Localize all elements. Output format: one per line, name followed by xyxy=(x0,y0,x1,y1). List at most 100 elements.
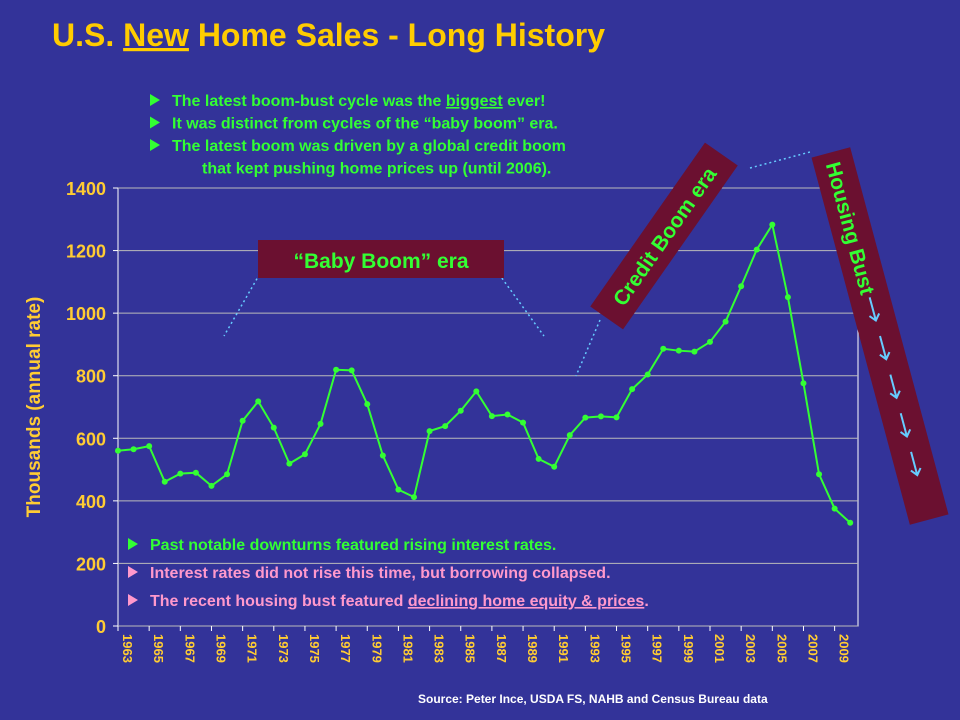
note-part: The latest boom was driven by a global c… xyxy=(172,138,566,155)
data-point xyxy=(535,455,542,462)
data-point xyxy=(301,451,308,458)
data-point xyxy=(255,398,262,405)
connector xyxy=(749,151,811,169)
note-part: The latest boom-bust cycle was the xyxy=(172,93,446,110)
data-point xyxy=(629,386,636,393)
data-point xyxy=(270,424,277,431)
x-tick-label: 1963 xyxy=(120,634,135,663)
data-point xyxy=(504,411,511,418)
note: Interest rates did not rise this time, b… xyxy=(150,565,611,582)
bullet xyxy=(150,139,160,151)
data-point xyxy=(707,338,713,345)
data-point xyxy=(769,221,776,228)
x-tick-label: 1999 xyxy=(681,634,696,663)
chart-title: U.S. New Home Sales - Long History xyxy=(52,17,605,53)
data-point xyxy=(738,283,745,290)
data-point xyxy=(208,482,215,489)
note-part: ever! xyxy=(503,93,546,110)
x-tick-label: 2001 xyxy=(712,634,727,663)
data-point xyxy=(317,420,324,427)
label-box xyxy=(258,240,504,278)
data-point xyxy=(582,414,589,421)
note: Past notable downturns featured rising i… xyxy=(150,537,556,554)
data-point xyxy=(115,447,121,454)
y-tick-label: 800 xyxy=(76,367,106,387)
y-tick-label: 400 xyxy=(76,492,106,512)
note-part: . xyxy=(644,593,648,610)
note-part: declining home equity & prices xyxy=(408,593,645,610)
data-point xyxy=(691,348,698,355)
data-point xyxy=(831,505,838,512)
note: The latest boom was driven by a global c… xyxy=(172,138,566,155)
data-point xyxy=(613,414,620,421)
data-point xyxy=(566,432,573,439)
data-point xyxy=(192,469,199,476)
data-point xyxy=(660,345,667,352)
data-point xyxy=(395,486,402,493)
data-point xyxy=(551,463,558,470)
x-tick-label: 1979 xyxy=(369,634,384,663)
data-point xyxy=(224,471,231,478)
note: The latest boom-bust cycle was the bigge… xyxy=(172,93,545,110)
source: Source: Peter Ince, USDA FS, NAHB and Ce… xyxy=(418,692,768,706)
data-point xyxy=(333,366,340,373)
note-part: Interest rates did not rise this time, b… xyxy=(150,565,611,582)
data-point xyxy=(800,380,807,387)
data-point xyxy=(675,347,682,354)
data-point xyxy=(146,443,153,450)
data-point xyxy=(130,446,137,453)
y-tick-label: 1400 xyxy=(66,179,106,199)
x-tick-label: 1993 xyxy=(587,634,602,663)
note-part: biggest xyxy=(446,93,504,110)
data-point xyxy=(442,423,449,430)
note-part: Past notable downturns featured rising i… xyxy=(150,537,556,554)
x-tick-label: 1987 xyxy=(494,634,509,663)
data-point xyxy=(597,413,604,420)
x-tick-label: 1973 xyxy=(276,634,291,663)
era-label: “Baby Boom” era xyxy=(293,250,468,273)
label-box xyxy=(590,142,738,330)
connector xyxy=(495,269,545,337)
note: that kept pushing home prices up (until … xyxy=(202,161,551,178)
y-tick-label: 0 xyxy=(96,617,106,637)
note-part: It was distinct from cycles of the “baby… xyxy=(172,116,558,133)
data-point xyxy=(348,367,355,374)
data-point xyxy=(473,388,480,395)
title-part: Home Sales - Long History xyxy=(189,17,605,53)
x-tick-label: 2003 xyxy=(743,634,758,663)
data-point xyxy=(286,460,293,467)
data-point xyxy=(411,494,417,501)
data-point xyxy=(722,318,729,325)
x-tick-label: 2007 xyxy=(805,634,820,663)
y-axis-label: Thousands (annual rate) xyxy=(24,297,45,518)
data-point xyxy=(847,519,854,526)
y-tick-label: 1200 xyxy=(66,242,106,262)
bullet xyxy=(128,538,138,550)
x-tick-label: 1977 xyxy=(338,634,353,663)
data-point xyxy=(379,452,386,459)
housing-bust-box: Housing Bust xyxy=(811,147,949,525)
data-point xyxy=(177,470,184,477)
y-tick-label: 1000 xyxy=(66,304,106,324)
note: It was distinct from cycles of the “baby… xyxy=(172,116,558,133)
title-part: New xyxy=(123,17,189,53)
data-point xyxy=(426,428,433,435)
note-part: The recent housing bust featured xyxy=(150,593,408,610)
data-point xyxy=(816,471,823,478)
data-point xyxy=(364,401,371,408)
data-point xyxy=(488,413,495,420)
data-point xyxy=(457,407,464,414)
x-tick-label: 1997 xyxy=(650,634,665,663)
x-tick-label: 1975 xyxy=(307,634,322,663)
bullet xyxy=(128,566,138,578)
note-part: that kept pushing home prices up (until … xyxy=(202,161,551,178)
x-tick-label: 1981 xyxy=(400,634,415,663)
x-tick-label: 1965 xyxy=(151,634,166,663)
x-tick-label: 1969 xyxy=(213,634,228,663)
x-tick-label: 1967 xyxy=(182,634,197,663)
x-tick-label: 1991 xyxy=(556,634,571,663)
bullet xyxy=(150,116,160,129)
baby-boom-box: “Baby Boom” era xyxy=(258,240,504,278)
data-point xyxy=(784,294,791,301)
